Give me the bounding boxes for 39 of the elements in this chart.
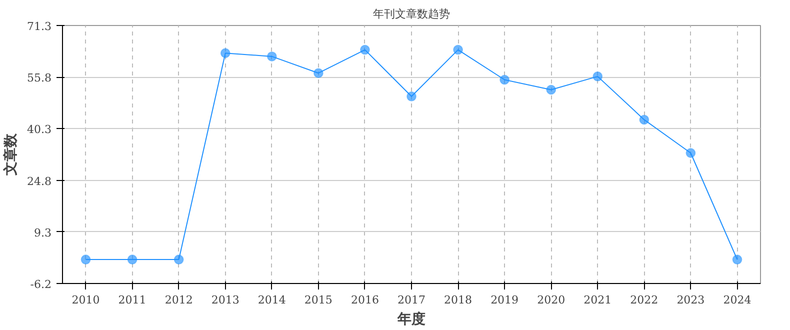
point <box>360 44 370 55</box>
x-tick-label: 2015 <box>304 294 332 306</box>
point <box>686 148 696 158</box>
y-tick-label: 9.3 <box>34 226 52 240</box>
x-tick-label: 2012 <box>164 294 193 306</box>
chart-title: 年刊文章数趋势 <box>373 8 450 20</box>
x-tick-label: 2018 <box>444 294 472 306</box>
point <box>639 114 650 125</box>
point <box>406 91 416 102</box>
x-tick-label: 2014 <box>258 294 286 306</box>
point <box>453 44 464 55</box>
x-tick-label: 2013 <box>211 294 240 306</box>
point <box>500 74 510 85</box>
x-tick-label: 2024 <box>723 294 752 306</box>
x-tick-label: 2017 <box>398 294 426 306</box>
x-tick-label: 2022 <box>630 294 658 306</box>
point <box>80 254 91 265</box>
x-tick-label: 2023 <box>676 294 705 306</box>
y-tick-label: 55.8 <box>27 72 52 85</box>
y-tick-label: -6.2 <box>30 278 52 291</box>
x-tick-label: 2016 <box>350 294 379 306</box>
point <box>313 68 324 78</box>
x-axis-title: 年度 <box>396 310 426 328</box>
point <box>174 254 184 265</box>
y-tick-label: 71.3 <box>27 20 52 33</box>
y-tick-label: 24.8 <box>27 174 52 188</box>
x-tick-label: 2019 <box>490 294 519 306</box>
point <box>127 254 138 265</box>
point <box>546 84 556 95</box>
point <box>592 71 603 82</box>
y-axis-title: 文章数 <box>2 132 20 176</box>
x-tick-label: 2011 <box>118 294 146 306</box>
y-tick-label: 40.3 <box>27 123 52 136</box>
point <box>732 254 742 265</box>
x-tick-label: 2021 <box>584 294 612 306</box>
point <box>220 48 230 58</box>
point <box>266 51 277 62</box>
x-tick-label: 2010 <box>72 294 100 306</box>
x-tick-label: 2020 <box>537 294 566 306</box>
